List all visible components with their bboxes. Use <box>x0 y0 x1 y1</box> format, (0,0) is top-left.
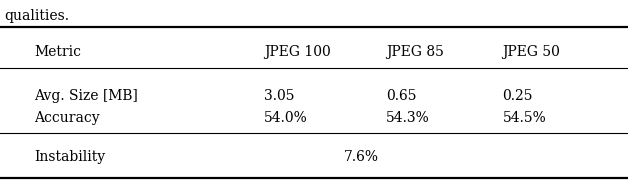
Text: Accuracy: Accuracy <box>35 111 100 125</box>
Text: 3.05: 3.05 <box>264 89 295 103</box>
Text: JPEG 85: JPEG 85 <box>386 45 444 59</box>
Text: 0.25: 0.25 <box>502 89 533 103</box>
Text: 54.5%: 54.5% <box>502 111 546 125</box>
Text: Instability: Instability <box>35 150 106 164</box>
Text: 0.65: 0.65 <box>386 89 417 103</box>
Text: Metric: Metric <box>35 45 82 59</box>
Text: 54.0%: 54.0% <box>264 111 308 125</box>
Text: JPEG 100: JPEG 100 <box>264 45 330 59</box>
Text: Avg. Size [MB]: Avg. Size [MB] <box>35 89 138 103</box>
Text: 7.6%: 7.6% <box>344 150 379 164</box>
Text: JPEG 50: JPEG 50 <box>502 45 560 59</box>
Text: 54.3%: 54.3% <box>386 111 430 125</box>
Text: qualities.: qualities. <box>4 9 70 23</box>
